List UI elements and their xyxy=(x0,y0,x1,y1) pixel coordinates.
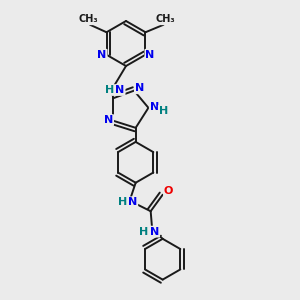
Text: CH₃: CH₃ xyxy=(79,14,98,24)
Text: N: N xyxy=(128,197,137,207)
Text: N: N xyxy=(116,85,124,95)
Text: CH₃: CH₃ xyxy=(155,14,175,24)
Text: N: N xyxy=(104,115,113,125)
Text: N: N xyxy=(98,50,106,60)
Text: N: N xyxy=(150,102,159,112)
Text: N: N xyxy=(135,83,144,93)
Text: H: H xyxy=(105,85,114,95)
Text: O: O xyxy=(164,186,173,196)
Text: H: H xyxy=(139,226,148,237)
Text: N: N xyxy=(146,50,154,60)
Text: H: H xyxy=(118,197,127,207)
Text: N: N xyxy=(150,226,159,237)
Text: H: H xyxy=(159,106,168,116)
